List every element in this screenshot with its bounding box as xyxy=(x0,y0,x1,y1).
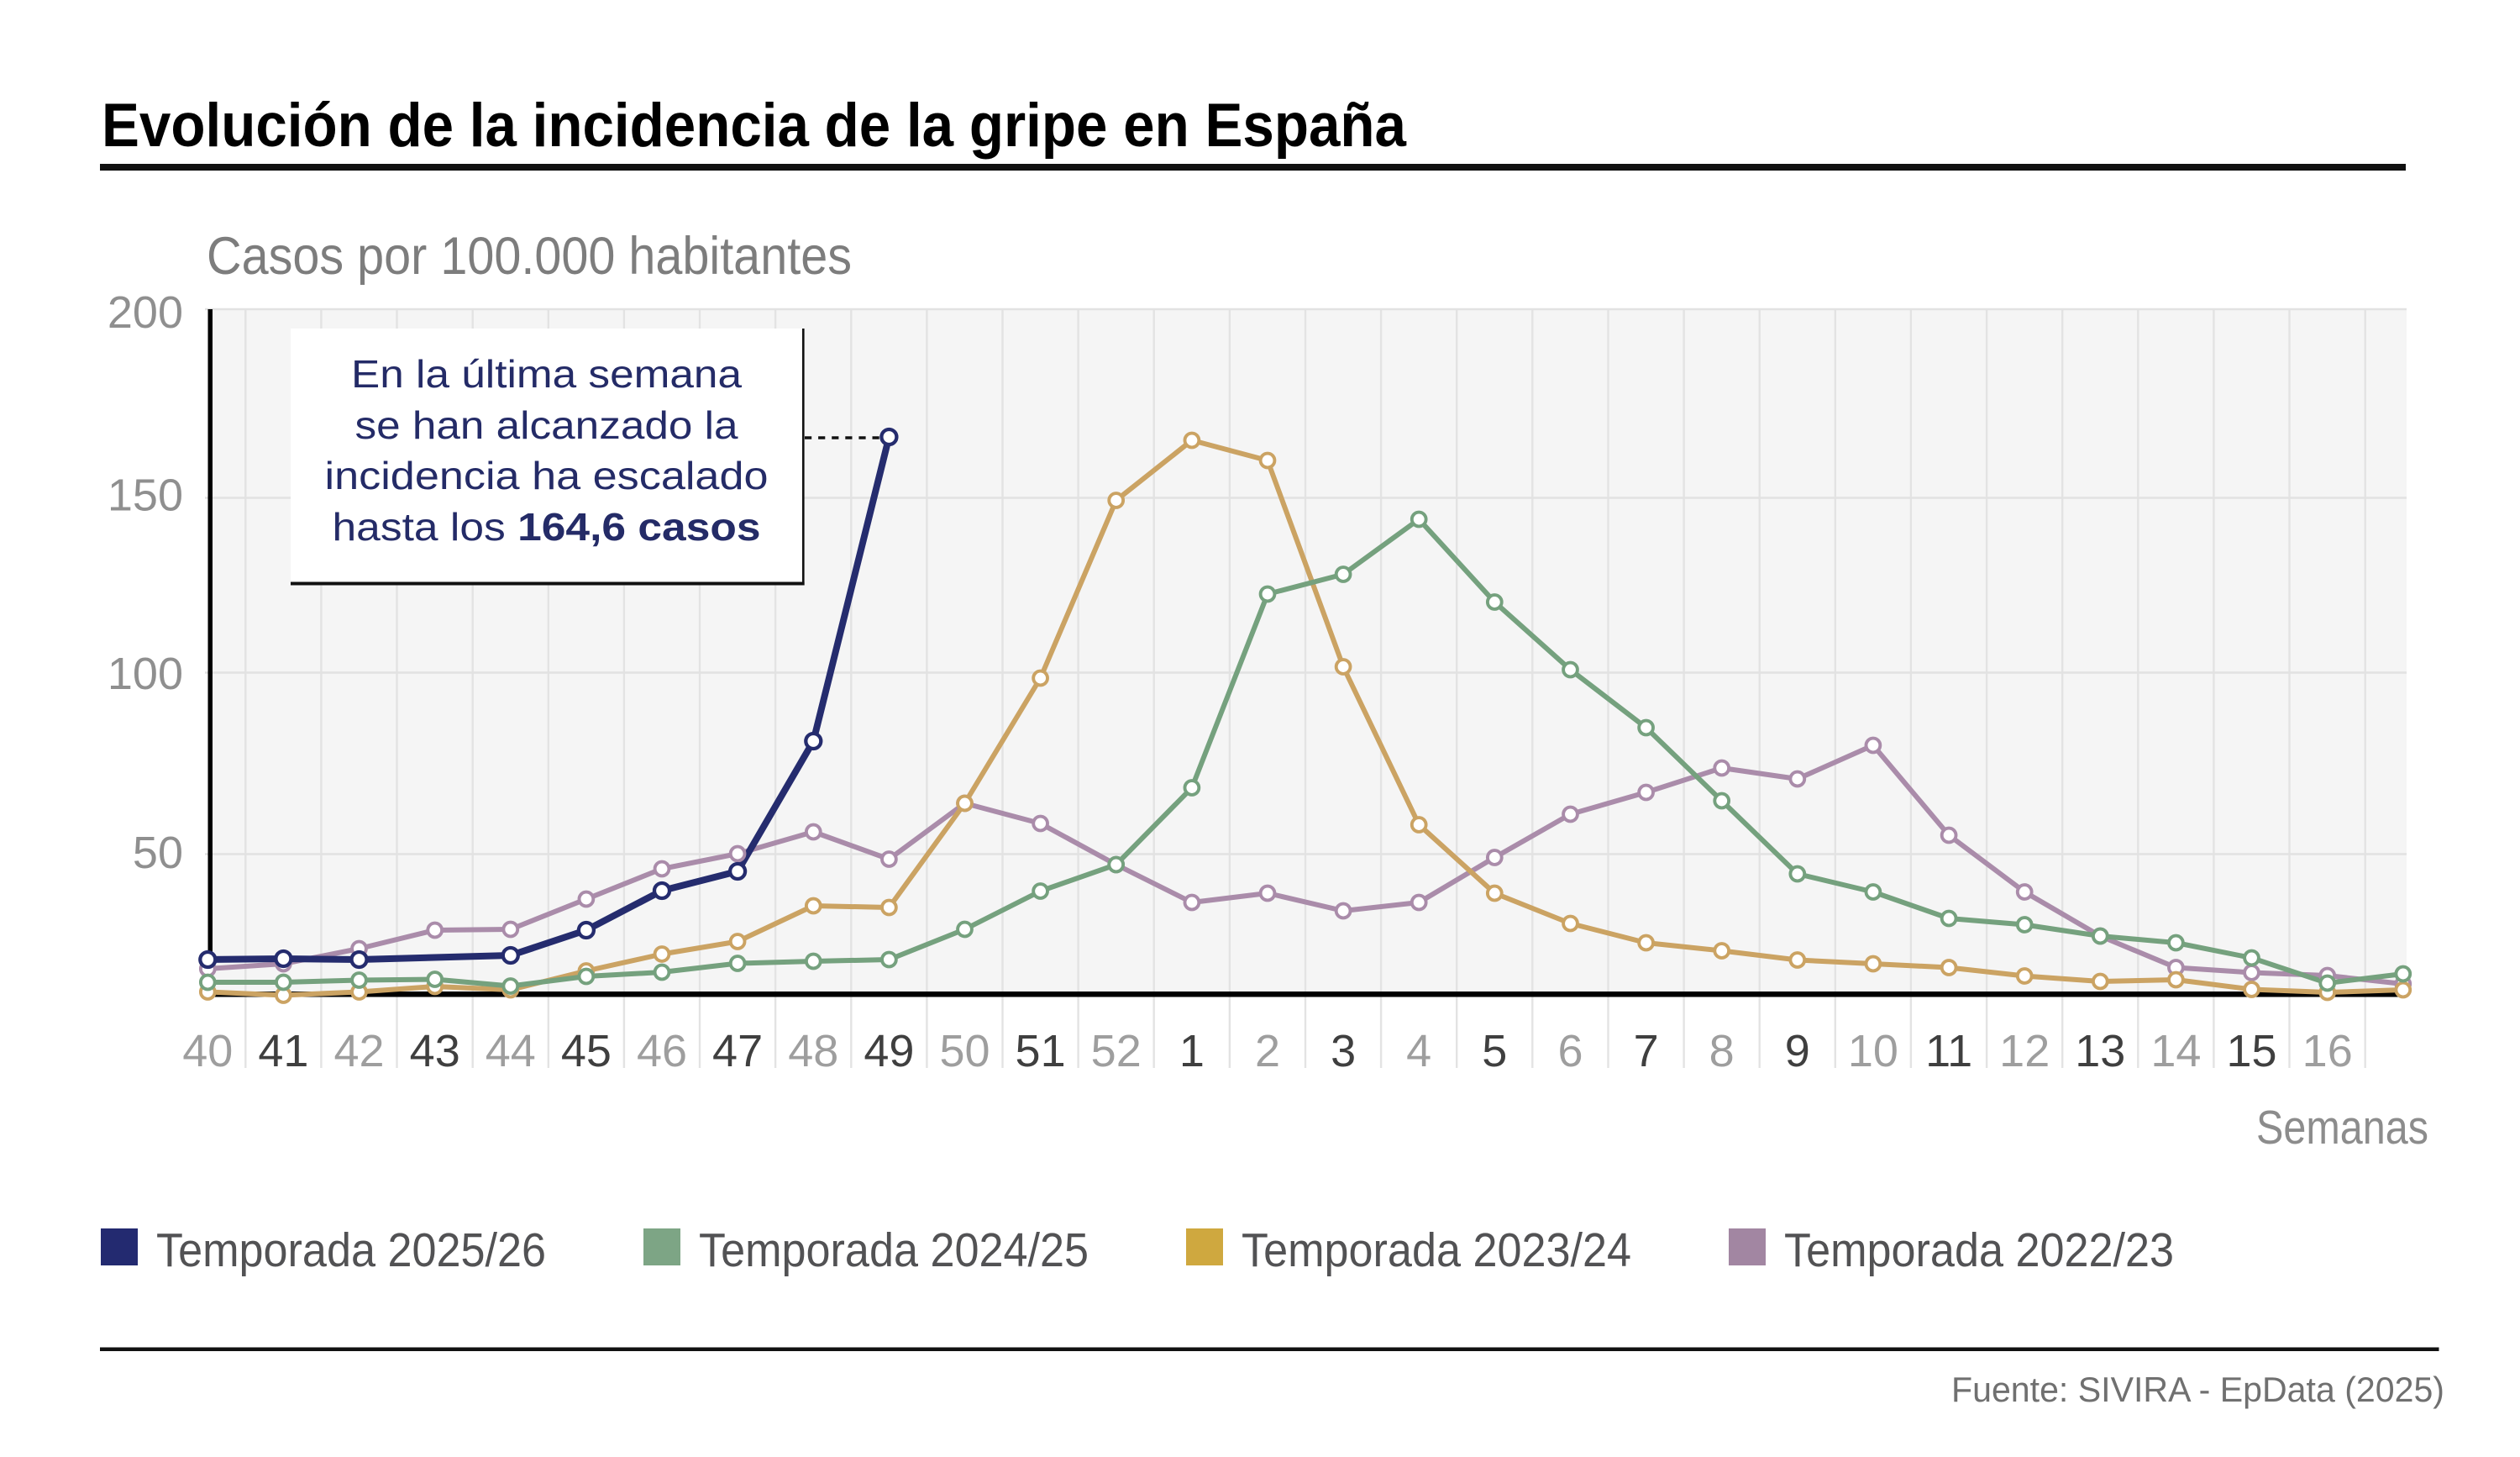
svg-text:44: 44 xyxy=(486,1026,536,1076)
svg-text:47: 47 xyxy=(712,1026,763,1076)
svg-text:52: 52 xyxy=(1091,1026,1142,1076)
svg-text:Semanas: Semanas xyxy=(2256,1101,2428,1155)
svg-text:Temporada 2025/26: Temporada 2025/26 xyxy=(156,1223,546,1277)
svg-text:9: 9 xyxy=(1785,1026,1810,1076)
svg-text:2: 2 xyxy=(1255,1026,1280,1076)
svg-text:Casos por 100.000 habitantes: Casos por 100.000 habitantes xyxy=(207,227,852,286)
svg-text:43: 43 xyxy=(410,1026,460,1076)
svg-text:11: 11 xyxy=(1925,1026,1972,1076)
svg-text:6: 6 xyxy=(1557,1026,1583,1076)
svg-text:10: 10 xyxy=(1848,1026,1898,1076)
svg-text:150: 150 xyxy=(108,471,183,521)
svg-text:En la última semana: En la última semana xyxy=(351,352,742,396)
svg-text:8: 8 xyxy=(1709,1026,1735,1076)
svg-text:Temporada 2023/24: Temporada 2023/24 xyxy=(1242,1223,1631,1277)
svg-text:13: 13 xyxy=(2075,1026,2125,1076)
svg-text:hasta los 164,6 casos: hasta los 164,6 casos xyxy=(333,505,761,549)
svg-text:Fuente: SIVIRA - EpData (2025): Fuente: SIVIRA - EpData (2025) xyxy=(1951,1370,2444,1409)
svg-text:200: 200 xyxy=(108,287,183,338)
svg-text:51: 51 xyxy=(1016,1026,1066,1076)
svg-text:50: 50 xyxy=(939,1026,990,1076)
svg-text:15: 15 xyxy=(2226,1026,2276,1076)
svg-text:14: 14 xyxy=(2150,1026,2201,1076)
svg-text:se han alcanzado la: se han alcanzado la xyxy=(355,403,738,447)
svg-text:7: 7 xyxy=(1634,1026,1659,1076)
svg-text:49: 49 xyxy=(864,1026,914,1076)
svg-text:4: 4 xyxy=(1406,1026,1431,1076)
svg-text:3: 3 xyxy=(1331,1026,1356,1076)
svg-text:incidencia ha escalado: incidencia ha escalado xyxy=(325,454,769,497)
svg-text:45: 45 xyxy=(561,1026,612,1076)
svg-text:48: 48 xyxy=(788,1026,838,1076)
svg-text:Temporada 2024/25: Temporada 2024/25 xyxy=(699,1223,1089,1277)
svg-text:Evolución de la incidencia de: Evolución de la incidencia de la gripe e… xyxy=(102,92,1407,160)
svg-text:16: 16 xyxy=(2302,1026,2353,1076)
svg-text:46: 46 xyxy=(637,1026,687,1076)
svg-text:41: 41 xyxy=(258,1026,308,1076)
svg-text:50: 50 xyxy=(133,828,183,878)
svg-text:5: 5 xyxy=(1482,1026,1507,1076)
svg-text:Temporada 2022/23: Temporada 2022/23 xyxy=(1784,1223,2174,1277)
svg-text:42: 42 xyxy=(333,1026,384,1076)
svg-text:100: 100 xyxy=(108,649,183,699)
svg-text:12: 12 xyxy=(1999,1026,2050,1076)
svg-text:1: 1 xyxy=(1179,1026,1205,1076)
svg-text:40: 40 xyxy=(182,1026,233,1076)
